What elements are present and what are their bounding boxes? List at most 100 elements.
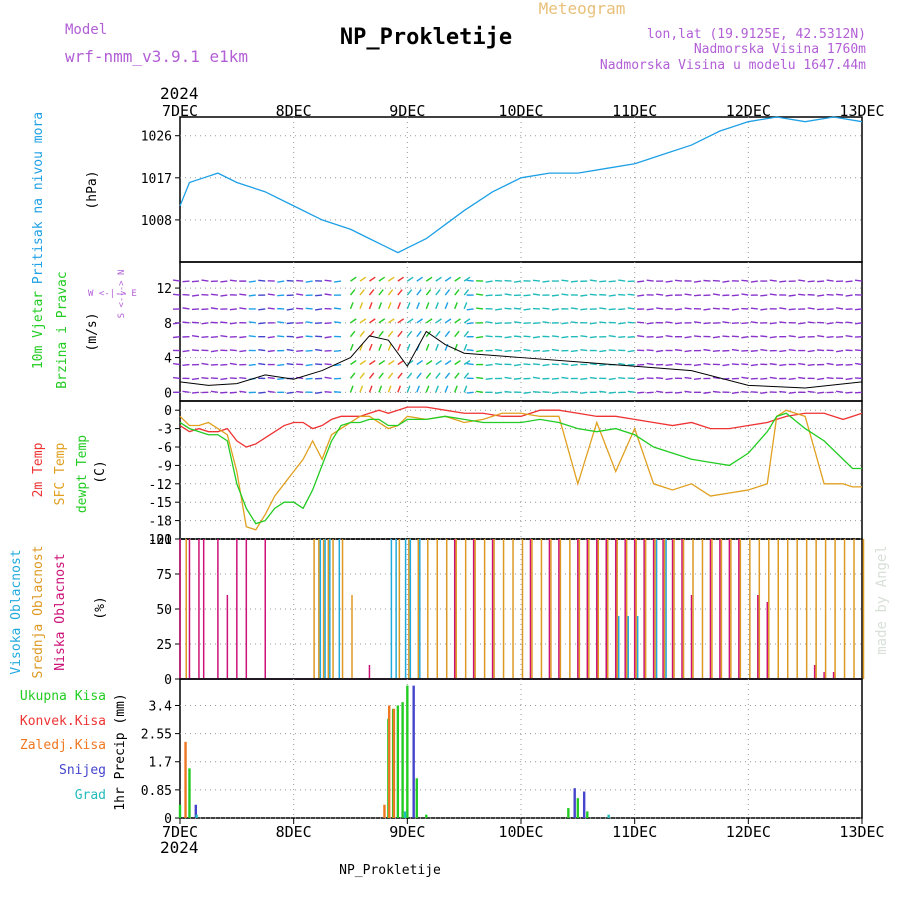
wind-arrow (845, 377, 853, 381)
wind-arrow (425, 385, 430, 393)
x-tick-label-bottom: 10DEC (498, 823, 543, 841)
wind-arrow (425, 330, 432, 338)
wind-arrow (191, 294, 200, 297)
wind-arrow (750, 391, 758, 394)
wind-arrow (378, 330, 384, 338)
wind-arrow (769, 336, 777, 339)
wind-arrow (334, 363, 342, 367)
cloud-panel: 0 25 50 75 100 (149, 533, 865, 688)
wind-arrow (750, 349, 758, 352)
precip-ytick-label: 0 (164, 812, 172, 827)
wind-arrow (845, 363, 853, 366)
wind-arrow (637, 294, 645, 297)
wind-arrow (248, 280, 256, 283)
wind-arrow (788, 308, 796, 311)
wind-arrow (315, 308, 323, 311)
wind-arrow (406, 330, 413, 338)
wind-arrow (349, 372, 356, 379)
wind-arrow (397, 359, 405, 366)
wind-arrow (466, 308, 474, 311)
wind-arrow (406, 276, 414, 282)
precip-unit: 1hr Precip (mm) (113, 693, 128, 810)
wind-arrow (608, 391, 616, 394)
wind-arrow (836, 363, 844, 366)
wind-arrow (359, 302, 364, 310)
wind-arrow (580, 294, 588, 297)
x-tick-label-bottom: 8DEC (276, 823, 312, 841)
wind-arrow (444, 385, 449, 393)
wind-arrow (349, 343, 354, 351)
wind-arrow (703, 279, 711, 282)
wind-arrow (589, 322, 597, 325)
wind-arrow (476, 390, 484, 394)
wind-arrow (665, 294, 673, 297)
x-tick-label-bottom: 11DEC (612, 823, 657, 841)
wind-arrow (817, 308, 825, 311)
wind-arrow (788, 335, 796, 338)
wind-arrow (637, 363, 645, 366)
wind-arrow (608, 349, 616, 352)
wind-arrow (845, 334, 853, 338)
precip-total-bar (425, 814, 428, 818)
wind-arrow (463, 302, 468, 310)
wind-arrow (561, 279, 569, 282)
wind-arrow (646, 362, 654, 366)
precip-ytick-label: 1.7 (149, 756, 172, 771)
wind-arrow (454, 385, 458, 393)
wind-arrow (561, 322, 569, 325)
wind-arrow (397, 276, 405, 282)
wind-arrow (239, 377, 247, 380)
wind-arrow (315, 363, 323, 366)
wind-arrow (378, 289, 384, 296)
wind-arrow (286, 279, 294, 282)
wind-arrow (444, 372, 451, 379)
wind-arrow (570, 307, 578, 310)
wind-arrow (589, 279, 597, 282)
wind-arrow (191, 308, 200, 311)
wind-unit: (m/s) (85, 312, 100, 351)
wind-arrow (476, 293, 484, 296)
wind-arrow (741, 391, 749, 394)
wind-arrow (258, 322, 266, 325)
wind-arrow (485, 321, 493, 324)
wind-arrow (201, 362, 209, 366)
wind-ytick-label: 12 (156, 282, 172, 297)
wind-arrow (854, 279, 863, 282)
wind-arrow (378, 385, 383, 393)
wind-arrow (769, 322, 777, 325)
wind-arrow (406, 343, 411, 351)
wind-arrow (712, 349, 720, 353)
wind-arrow (397, 318, 405, 324)
wind-arrow (608, 294, 616, 297)
wind-arrow (305, 335, 313, 338)
wind-arrow (656, 349, 664, 353)
wind-arrow (485, 377, 493, 381)
wind-arrow (627, 336, 635, 338)
wind-arrow (731, 391, 739, 395)
wind-arrow (387, 330, 394, 338)
pressure-panel: 1008 1017 1026 (141, 116, 863, 263)
wind-arrow (201, 322, 209, 325)
wind-arrow (229, 391, 237, 394)
wind-arrow (463, 276, 471, 282)
wind-arrow (296, 293, 304, 296)
wind-arrow (817, 280, 825, 283)
x-tick-label-bottom: 7DEC (162, 823, 198, 841)
wind-arrow (674, 391, 683, 394)
wind-arrow (324, 363, 332, 366)
wind-panel: 0 4 8 12 (156, 261, 863, 402)
wind-arrow (495, 363, 503, 366)
wind-arrow (324, 376, 332, 380)
wind-arrow (315, 294, 323, 297)
precip-frozen-bar (383, 804, 386, 818)
wind-arrow (368, 343, 373, 351)
wind-arrow (589, 376, 597, 380)
wind-arrow (378, 343, 383, 351)
location-text: lon,lat (19.9125E, 42.5312N) (647, 27, 866, 42)
wind-arrow (731, 363, 739, 366)
wind-arrow (454, 330, 460, 338)
wind-arrow (693, 377, 702, 381)
wind-arrow (463, 343, 468, 351)
wind-arrow (210, 307, 218, 310)
wind-arrow (444, 318, 452, 324)
